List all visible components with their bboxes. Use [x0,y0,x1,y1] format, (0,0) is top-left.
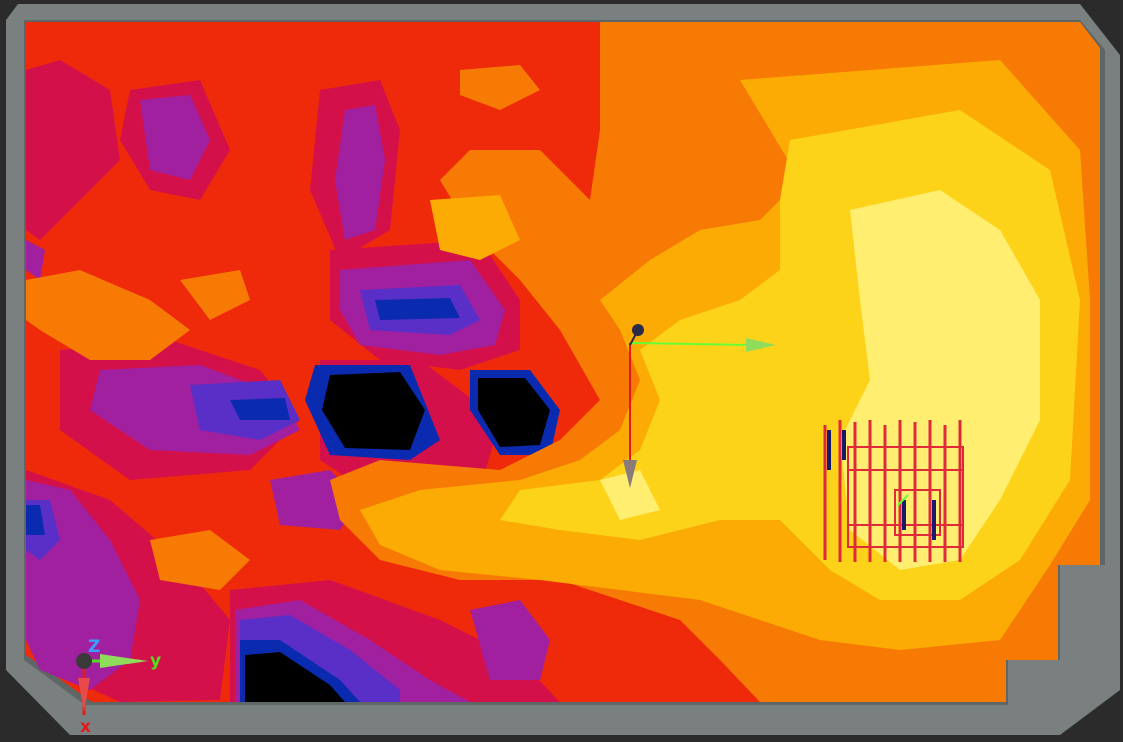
gizmo-x-arrowhead[interactable] [623,460,637,488]
heat-band-orange [460,65,540,110]
equipment-rack[interactable] [823,420,964,562]
rack-marker [897,494,909,506]
heat-band-black [478,378,550,447]
world-y-arrowhead [100,654,148,668]
world-z-label: Z [88,637,100,657]
heat-band-orange [26,270,190,360]
heat-band-purple [26,240,45,280]
world-x-arrowhead [78,678,90,712]
heat-band-blue [375,298,460,320]
heat-band-blue [230,398,290,420]
world-origin [76,653,92,669]
gizmo-y-axis[interactable] [631,342,751,346]
heat-band-purple [335,105,385,240]
heat-band-purple [140,95,210,180]
transform-gizmo-icon[interactable] [623,324,776,488]
heat-band-black [322,372,425,450]
gizmo-z-stub [629,329,639,346]
world-y-label: y [150,651,161,671]
heat-band-orange [180,270,250,320]
heat-band-blue [26,505,45,535]
rack-shadow-slots [827,430,936,540]
world-axis-triad-icon: Z y x [76,637,161,737]
world-x-label: x [80,717,91,737]
heat-band-crimson [26,60,120,240]
heat-band-orange [150,530,250,590]
rack-grid-icon [823,420,964,562]
heat-band-pale-yellow [840,190,1040,570]
heatmap-surface[interactable] [26,22,1100,702]
heat-band-black [245,652,345,702]
heat-band-pale-yellow [600,470,660,520]
heat-band-purple [470,600,550,680]
heat-band-amber [430,195,520,260]
gizmo-y-arrowhead[interactable] [746,338,776,352]
